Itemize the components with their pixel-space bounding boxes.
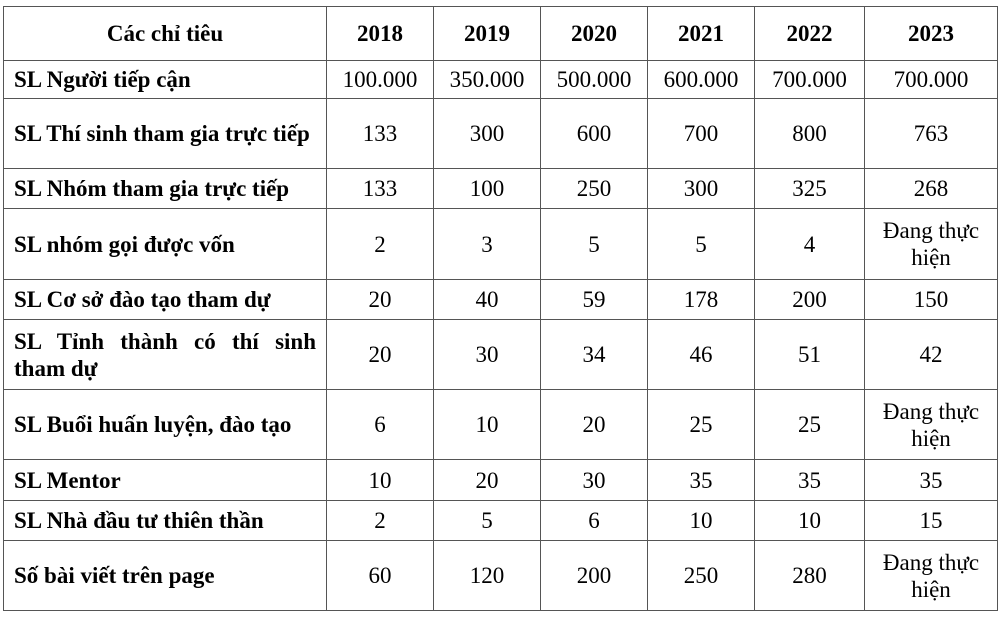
data-table: Các chỉ tiêu 2018 2019 2020 2021 2022 20…	[3, 6, 998, 611]
row-label: SL nhóm gọi được vốn	[3, 208, 327, 280]
row-label: SL Tỉnh thành có thí sinh tham dự	[3, 319, 327, 390]
table-row: SL Nhóm tham gia trực tiếp 133 100 250 3…	[3, 168, 998, 209]
table-cell: 40	[433, 279, 541, 320]
table-cell: 700	[647, 98, 755, 169]
table-cell: 500.000	[540, 60, 648, 99]
table-cell: 150	[864, 279, 998, 320]
table-row: SL Tỉnh thành có thí sinh tham dự 20 30 …	[3, 319, 998, 390]
header-indicators: Các chỉ tiêu	[3, 6, 327, 61]
row-label: SL Mentor	[3, 459, 327, 501]
table-cell: 120	[433, 540, 541, 611]
table-cell: 5	[540, 208, 648, 280]
row-label: SL Người tiếp cận	[3, 60, 327, 99]
table-row: SL Thí sinh tham gia trực tiếp 133 300 6…	[3, 98, 998, 169]
table-cell: 200	[754, 279, 865, 320]
row-label: SL Nhà đầu tư thiên thần	[3, 500, 327, 541]
table-cell: 250	[647, 540, 755, 611]
table-cell: 46	[647, 319, 755, 390]
table-row: SL Buổi huấn luyện, đào tạo 6 10 20 25 2…	[3, 389, 998, 460]
table-row: SL Mentor 10 20 30 35 35 35	[3, 459, 998, 501]
table-cell: 350.000	[433, 60, 541, 99]
table-cell: 100	[433, 168, 541, 209]
table-cell: Đang thực hiện	[864, 208, 998, 280]
table-cell: 25	[754, 389, 865, 460]
table-cell: 20	[326, 279, 434, 320]
table-cell: 35	[647, 459, 755, 501]
table-cell: 300	[647, 168, 755, 209]
table-cell: 800	[754, 98, 865, 169]
table-cell: 268	[864, 168, 998, 209]
header-year: 2022	[754, 6, 865, 61]
table-cell: 763	[864, 98, 998, 169]
row-label: SL Buổi huấn luyện, đào tạo	[3, 389, 327, 460]
table-cell: 200	[540, 540, 648, 611]
table-cell: 10	[326, 459, 434, 501]
table-cell: 5	[647, 208, 755, 280]
table-cell: 34	[540, 319, 648, 390]
table-cell: 100.000	[326, 60, 434, 99]
table-cell: 20	[433, 459, 541, 501]
table-cell: 51	[754, 319, 865, 390]
table-cell: 2	[326, 500, 434, 541]
table-cell: 178	[647, 279, 755, 320]
table-cell: 700.000	[864, 60, 998, 99]
table-cell: 5	[433, 500, 541, 541]
table-cell: 59	[540, 279, 648, 320]
table-cell: 25	[647, 389, 755, 460]
header-year: 2023	[864, 6, 998, 61]
table-cell: 30	[433, 319, 541, 390]
header-year: 2020	[540, 6, 648, 61]
row-label: SL Nhóm tham gia trực tiếp	[3, 168, 327, 209]
table-row: SL nhóm gọi được vốn 2 3 5 5 4 Đang thực…	[3, 208, 998, 280]
table-cell: 6	[540, 500, 648, 541]
header-year: 2019	[433, 6, 541, 61]
table-cell: 35	[754, 459, 865, 501]
table-header-row: Các chỉ tiêu 2018 2019 2020 2021 2022 20…	[3, 6, 998, 61]
table-cell: 600	[540, 98, 648, 169]
table-row: Số bài viết trên page 60 120 200 250 280…	[3, 540, 998, 611]
row-label: SL Thí sinh tham gia trực tiếp	[3, 98, 327, 169]
table-cell: 700.000	[754, 60, 865, 99]
table-cell: 325	[754, 168, 865, 209]
table-cell: 280	[754, 540, 865, 611]
table-cell: 15	[864, 500, 998, 541]
table-cell: 300	[433, 98, 541, 169]
table-row: SL Cơ sở đào tạo tham dự 20 40 59 178 20…	[3, 279, 998, 320]
table-cell: 10	[647, 500, 755, 541]
header-year: 2018	[326, 6, 434, 61]
table-cell: 20	[540, 389, 648, 460]
table-cell: 6	[326, 389, 434, 460]
header-year: 2021	[647, 6, 755, 61]
table-cell: 600.000	[647, 60, 755, 99]
table-cell: 30	[540, 459, 648, 501]
row-label: Số bài viết trên page	[3, 540, 327, 611]
table-cell: 35	[864, 459, 998, 501]
table-cell: 42	[864, 319, 998, 390]
table-row: SL Nhà đầu tư thiên thần 2 5 6 10 10 15	[3, 500, 998, 541]
table-cell: 10	[754, 500, 865, 541]
table-cell: 133	[326, 168, 434, 209]
table-row: SL Người tiếp cận 100.000 350.000 500.00…	[3, 60, 998, 99]
table-cell: 10	[433, 389, 541, 460]
table-cell: 4	[754, 208, 865, 280]
table-cell: Đang thực hiện	[864, 389, 998, 460]
table-cell: 250	[540, 168, 648, 209]
table-cell: 133	[326, 98, 434, 169]
table-cell: 60	[326, 540, 434, 611]
table-cell: Đang thực hiện	[864, 540, 998, 611]
table-cell: 3	[433, 208, 541, 280]
table-container: Các chỉ tiêu 2018 2019 2020 2021 2022 20…	[3, 6, 998, 611]
row-label: SL Cơ sở đào tạo tham dự	[3, 279, 327, 320]
table-cell: 20	[326, 319, 434, 390]
table-cell: 2	[326, 208, 434, 280]
